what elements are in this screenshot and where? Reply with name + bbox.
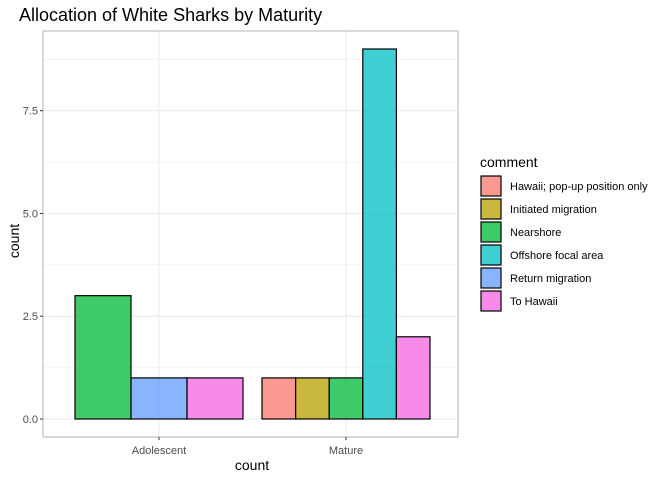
legend-swatch — [480, 221, 502, 243]
legend-label: Return migration — [510, 273, 591, 285]
y-tick-label: 2.5 — [23, 311, 38, 323]
legend-title: comment — [480, 154, 538, 170]
legend-swatch — [480, 198, 502, 220]
chart-title: Allocation of White Sharks by Maturity — [19, 5, 322, 25]
legend-label: To Hawaii — [510, 296, 558, 308]
legend: comment Hawaii; pop-up position only Init… — [480, 154, 648, 312]
y-tick-label: 5.0 — [23, 208, 38, 220]
x-tick-label: Mature — [329, 445, 363, 457]
legend-label: Offshore focal area — [510, 250, 604, 262]
bar-mature-initiated-migration — [295, 377, 330, 420]
legend-label: Initiated migration — [510, 204, 597, 216]
x-tick-label: Adolescent — [132, 445, 186, 457]
legend-label: Nearshore — [510, 227, 561, 239]
bars — [74, 48, 431, 420]
y-tick-label: 7.5 — [23, 106, 38, 118]
legend-swatch — [480, 267, 502, 289]
bar-adolescent-to-hawaii — [186, 377, 244, 420]
y-axis-ticks: 0.0 2.5 5.0 7.5 — [23, 106, 43, 426]
x-axis-title: count — [235, 457, 269, 473]
bar-adolescent-return-migration — [130, 377, 188, 420]
legend-swatch — [480, 175, 502, 197]
bar-mature-offshore-focal-area — [362, 48, 397, 420]
x-axis-ticks: Adolescent Mature — [132, 437, 363, 457]
bar-mature-to-hawaii — [395, 336, 431, 420]
legend-swatch — [480, 290, 502, 312]
legend-swatch — [480, 244, 502, 266]
bar-mature-hawaii-pop-up-position-only — [261, 377, 297, 420]
y-tick-label: 0.0 — [23, 414, 38, 426]
bar-mature-nearshore — [328, 377, 364, 420]
legend-label: Hawaii; pop-up position only — [510, 181, 648, 193]
y-axis-title: count — [6, 224, 22, 258]
bar-adolescent-nearshore — [74, 295, 132, 420]
plot-panel-border — [42, 30, 459, 438]
